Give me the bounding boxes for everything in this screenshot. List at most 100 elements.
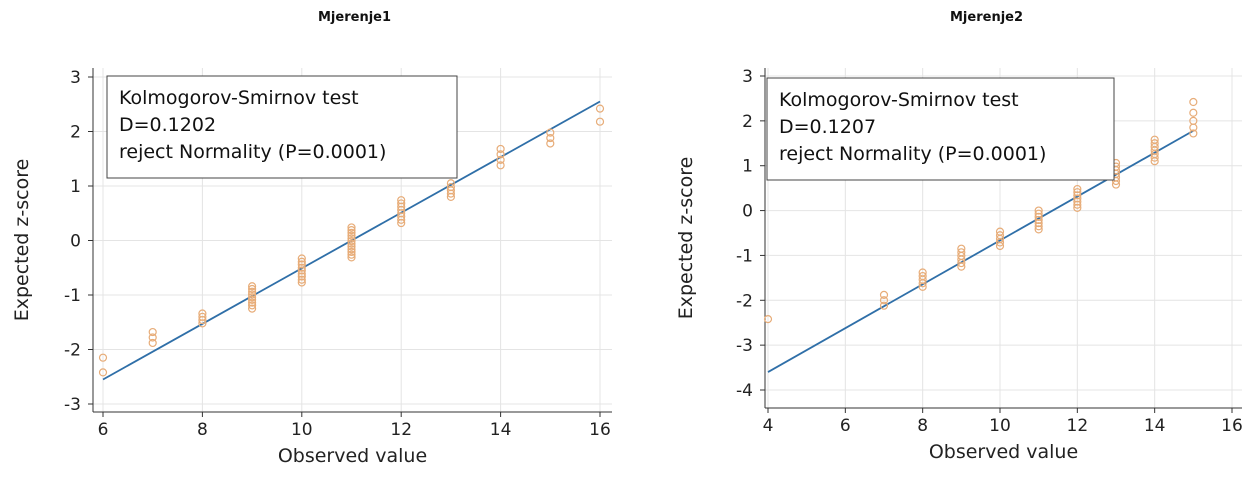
data-point — [297, 275, 306, 284]
data-point — [1034, 212, 1043, 221]
data-point — [1111, 180, 1121, 189]
data-point — [918, 279, 927, 288]
data-point — [595, 104, 605, 113]
data-point — [995, 241, 1005, 251]
y-tick-label: 3 — [742, 67, 753, 87]
annotation-text: D=0.1207 — [779, 116, 876, 138]
y-tick-label: -2 — [736, 291, 753, 311]
y-tick-label: 0 — [742, 202, 753, 222]
annotation-text: D=0.1202 — [119, 114, 216, 136]
data-point — [347, 234, 356, 243]
data-point — [446, 192, 455, 201]
y-tick-label: -3 — [64, 395, 81, 415]
data-point — [446, 189, 455, 198]
data-point — [297, 263, 306, 272]
x-tick-label: 12 — [1067, 416, 1089, 436]
data-point — [957, 262, 966, 271]
data-point — [1073, 188, 1082, 197]
data-point — [347, 253, 356, 262]
data-point — [347, 242, 356, 251]
fit-line — [767, 129, 1194, 373]
data-point — [1073, 197, 1082, 206]
y-tick-label: -1 — [736, 246, 753, 266]
data-point — [248, 301, 257, 310]
data-point — [1034, 209, 1043, 218]
x-tick-label: 14 — [1144, 416, 1166, 436]
x-tick-label: 10 — [989, 416, 1011, 436]
data-point — [248, 287, 257, 296]
annotation-text: reject Normality (P=0.0001) — [779, 143, 1046, 165]
data-point — [1073, 184, 1082, 194]
data-point — [397, 218, 406, 228]
data-point — [248, 304, 257, 313]
data-point — [248, 290, 257, 299]
data-point — [248, 282, 257, 291]
data-point — [496, 144, 505, 154]
data-point — [1034, 206, 1043, 215]
x-tick-label: 8 — [917, 416, 928, 436]
annotation-text: Kolmogorov-Smirnov test — [779, 89, 1019, 111]
data-point — [347, 247, 356, 257]
data-point — [297, 266, 306, 275]
chart-panel-1: Mjerenje1 6 8 10 12 14 16 3 2 1 0 -1 -2 -3 Observed v… — [0, 0, 622, 484]
data-point — [347, 250, 356, 259]
data-point — [397, 215, 406, 224]
data-point — [148, 333, 157, 342]
data-point — [347, 239, 356, 248]
data-point — [1150, 153, 1159, 162]
data-point — [198, 315, 207, 325]
data-point — [879, 290, 889, 300]
x-tick-label: 16 — [1221, 416, 1243, 436]
data-point — [1073, 191, 1082, 200]
data-point — [1189, 129, 1198, 138]
data-point — [297, 272, 306, 281]
data-point — [1150, 157, 1159, 166]
data-point — [1034, 215, 1043, 225]
data-point — [879, 301, 889, 310]
data-point — [1189, 97, 1198, 107]
y-tick-label: -3 — [736, 336, 753, 356]
x-tick-label: 12 — [390, 420, 412, 440]
x-tick-label: 14 — [490, 420, 512, 440]
data-point — [546, 133, 555, 143]
chart-title: Mjerenje1 — [318, 10, 392, 25]
data-point — [546, 139, 555, 148]
data-point — [248, 293, 257, 302]
data-point — [918, 282, 927, 291]
annotation-box — [766, 77, 1115, 181]
data-point — [297, 278, 306, 287]
x-axis-label: Observed value — [278, 445, 427, 467]
y-tick-label: 3 — [70, 68, 81, 88]
data-point — [1073, 203, 1082, 212]
data-point — [1034, 225, 1043, 234]
data-point — [297, 254, 306, 263]
data-point — [496, 150, 505, 159]
data-point — [1073, 200, 1082, 209]
x-tick-label: 6 — [98, 420, 109, 440]
chart-panel-2: Mjerenje2 4 6 8 10 12 14 16 3 2 1 0 -1 -2 -3 -4 Observe… — [622, 0, 1245, 484]
data-point — [496, 161, 505, 170]
data-point — [347, 228, 356, 237]
data-point — [1111, 176, 1121, 186]
y-tick-label: 1 — [70, 177, 81, 197]
data-point — [1189, 123, 1198, 132]
x-tick-label: 8 — [197, 420, 208, 440]
y-tick-label: -2 — [64, 341, 81, 361]
data-point — [347, 223, 356, 232]
data-point — [546, 128, 555, 137]
y-axis-label: Expected z-score — [675, 157, 697, 320]
data-point — [879, 296, 889, 305]
data-point — [248, 284, 257, 294]
data-point — [595, 117, 605, 126]
annotation-text: Kolmogorov-Smirnov test — [119, 87, 359, 109]
x-tick-label: 16 — [589, 420, 611, 440]
x-tick-label: 10 — [291, 420, 313, 440]
x-tick-label: 6 — [840, 416, 851, 436]
y-tick-label: -4 — [736, 381, 753, 401]
y-tick-label: 1 — [742, 157, 753, 177]
x-tick-label: 4 — [763, 416, 774, 436]
data-point — [148, 327, 157, 337]
y-tick-label: 2 — [742, 112, 753, 132]
